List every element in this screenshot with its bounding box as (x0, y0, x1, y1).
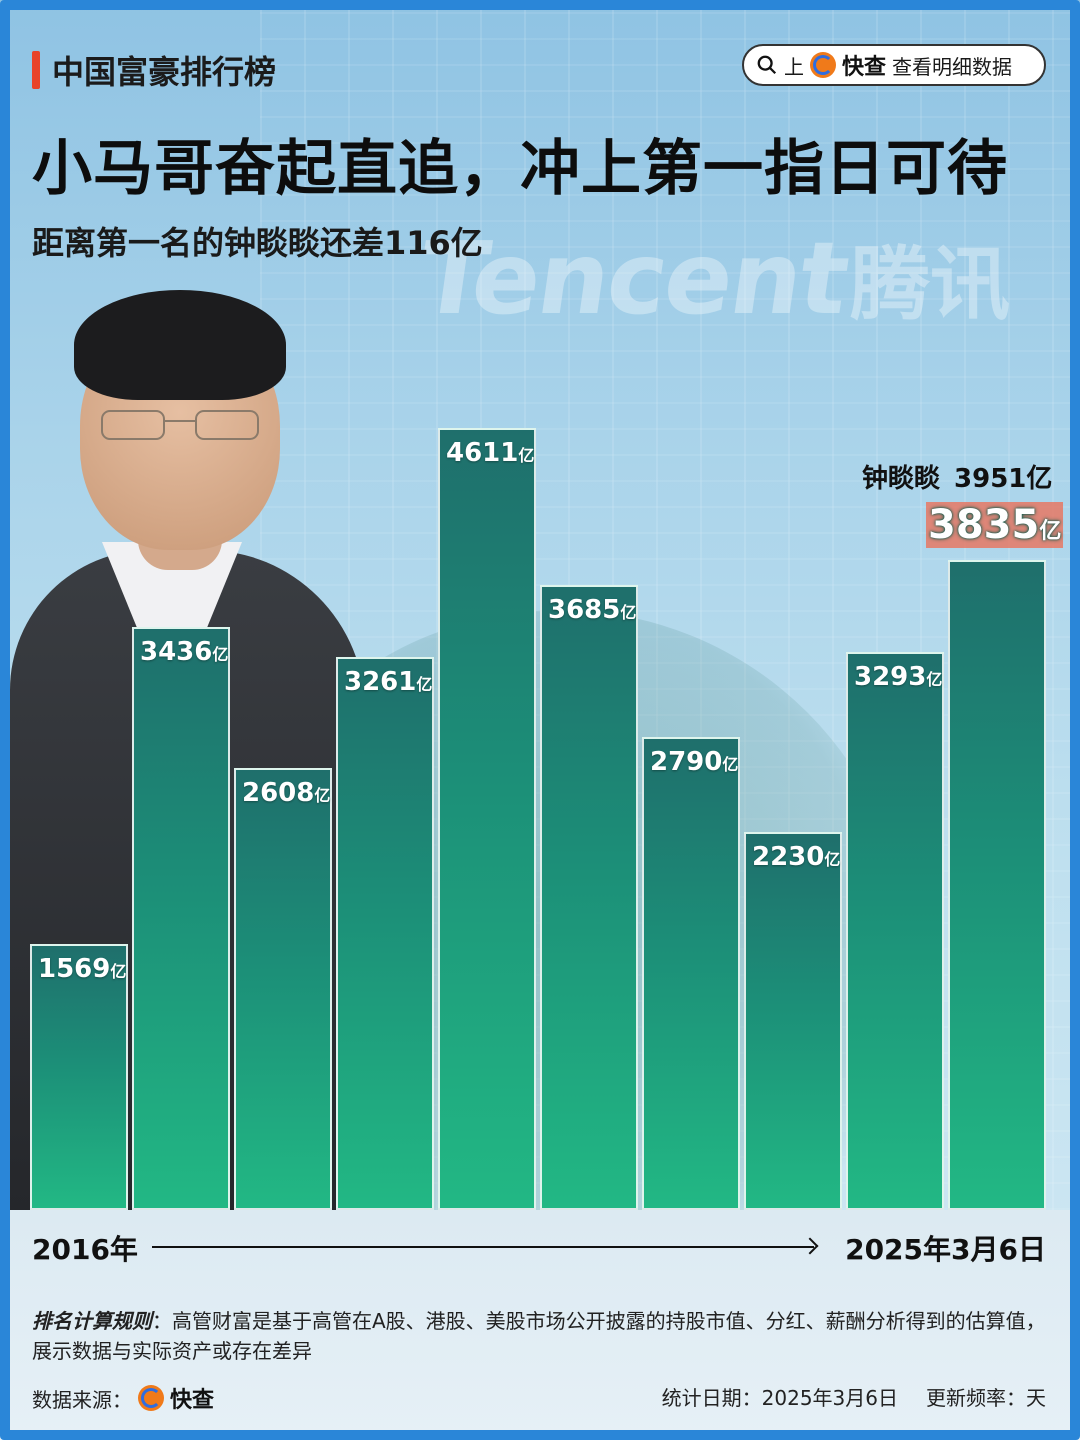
rival-name: 钟睒睒 (862, 464, 941, 494)
kuaicha-logo-icon (810, 52, 836, 78)
search-icon (757, 55, 777, 75)
update-frequency: 更新频率：天 (926, 1386, 1046, 1410)
tag-title: 中国富豪排行榜 (52, 53, 277, 91)
brand-name: 快查 (842, 55, 887, 80)
bar-1 (30, 943, 128, 1210)
ranking-rule: 排名计算规则：高管财富是基于高管在A股、港股、美股市场公开披露的持股市值、分红、… (32, 1306, 1052, 1366)
rule-text: ：高管财富是基于高管在A股、港股、美股市场公开披露的持股市值、分红、薪酬分析得到… (32, 1309, 1046, 1363)
bar-5 (438, 428, 536, 1210)
source-brand: 快查 (170, 1388, 215, 1413)
page-title: 小马哥奋起直追，冲上第一指日可待 (32, 134, 1008, 204)
tag-accent-bar (32, 51, 40, 89)
bar-8 (744, 831, 842, 1210)
bar-value-label-4: 3261亿 (344, 666, 433, 697)
search-pill[interactable]: 上 快查 查看明细数据 (742, 44, 1046, 86)
bar-6 (540, 585, 638, 1210)
bar-value-label-7: 2790亿 (650, 746, 739, 777)
source-label: 数据来源： (32, 1387, 132, 1412)
search-prefix: 上 (784, 54, 804, 79)
bar-value-label-10: 3835亿 (926, 501, 1064, 548)
bar-7 (642, 736, 740, 1210)
timeline-end: 2025年3月6日 (845, 1233, 1046, 1266)
bar-value-label-8: 2230亿 (752, 841, 841, 872)
stat-date: 统计日期：2025年3月6日 (661, 1386, 898, 1410)
rival-value: 3951亿 (954, 464, 1053, 494)
bar-value-label-9: 3293亿 (854, 661, 943, 692)
kuaicha-logo-icon (138, 1385, 164, 1411)
bar-value-label-6: 3685亿 (548, 595, 637, 626)
bar-value-label-1: 1569亿 (38, 953, 127, 984)
bar-9 (846, 651, 944, 1210)
page-subtitle: 距离第一名的钟睒睒还差116亿 (32, 224, 483, 262)
data-source: 数据来源： 快查 (32, 1382, 214, 1414)
glasses-icon (101, 410, 259, 440)
rule-title: 排名计算规则 (32, 1309, 152, 1333)
bar-2 (132, 627, 230, 1210)
bar-value-label-2: 3436亿 (140, 637, 229, 668)
background-brand-cn: 腾讯 (850, 238, 1010, 331)
footer-meta: 统计日期：2025年3月6日 更新频率：天 (662, 1382, 1046, 1411)
bar-value-label-5: 4611亿 (446, 438, 535, 468)
timeline-arrow-icon (152, 1246, 814, 1248)
rival-reference: 钟睒睒 3951亿 (862, 458, 1052, 495)
bar-3 (234, 767, 332, 1210)
bar-4 (336, 656, 434, 1210)
section-tag: 中国富豪排行榜 (32, 47, 276, 93)
portrait-hair (74, 290, 286, 400)
timeline-start: 2016年 (32, 1233, 138, 1266)
bar-10 (948, 559, 1046, 1210)
search-suffix: 查看明细数据 (892, 54, 1013, 79)
timeline-footer: 2016年 2025年3月6日 排名计算规则：高管财富是基于高管在A股、港股、美… (0, 1210, 1080, 1440)
bar-value-label-3: 2608亿 (242, 777, 331, 808)
